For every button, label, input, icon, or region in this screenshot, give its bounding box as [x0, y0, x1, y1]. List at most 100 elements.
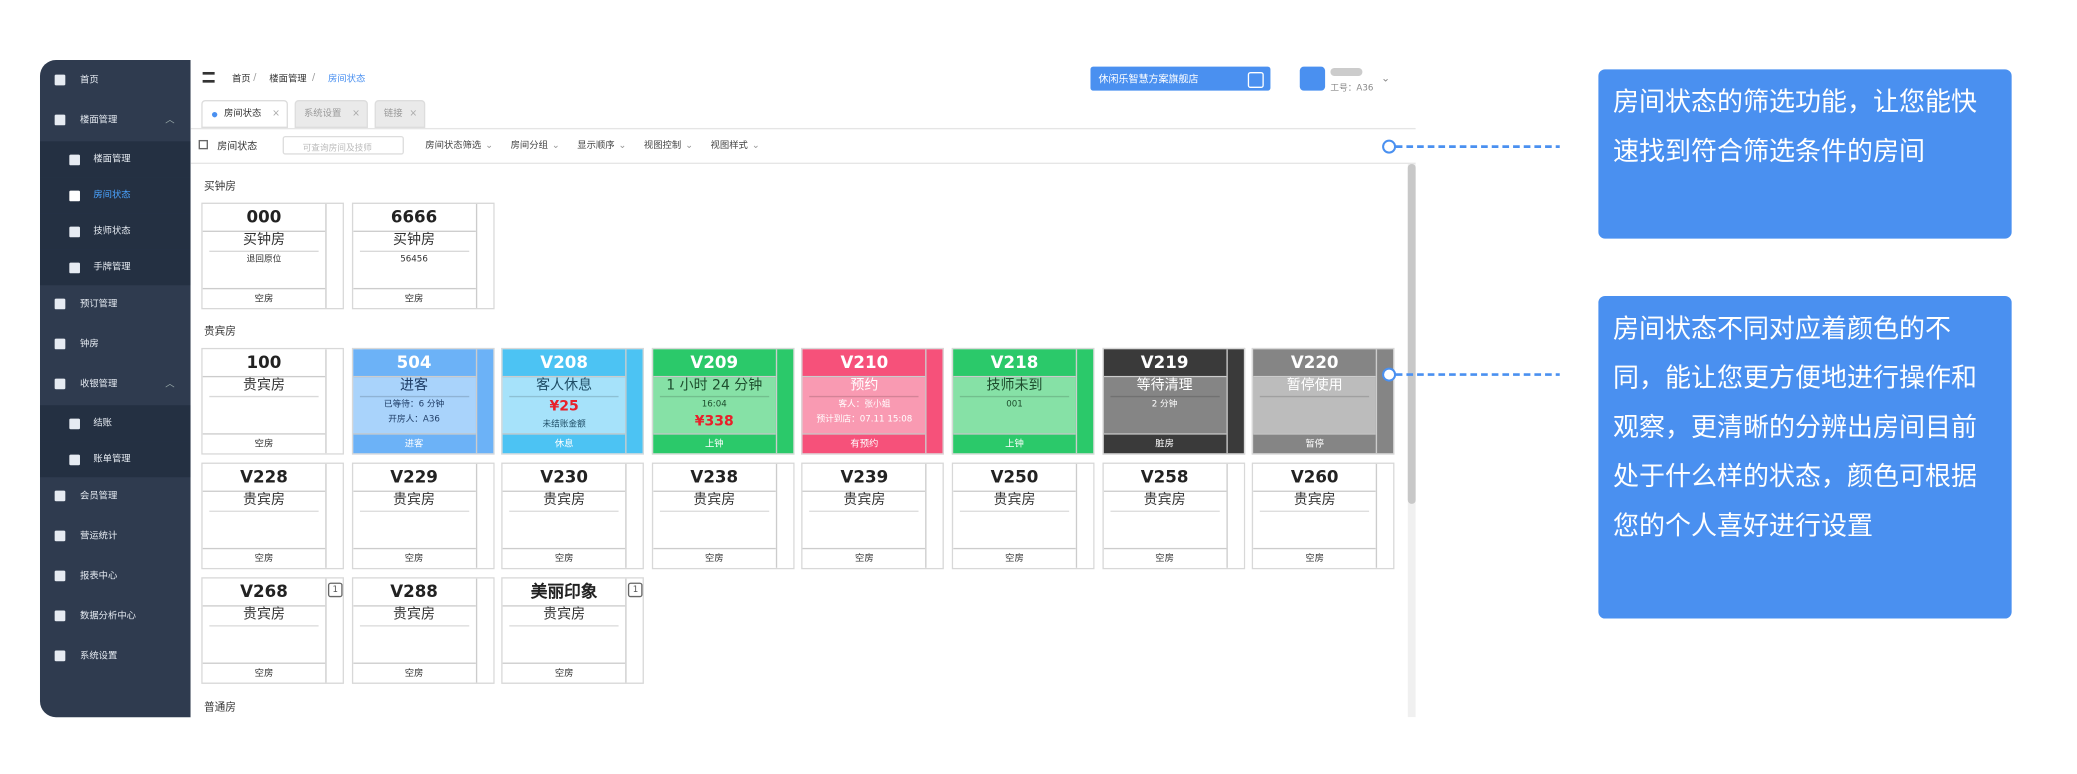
breadcrumb: 房间状态 — [327, 73, 366, 84]
breadcrumb[interactable]: 首页 — [231, 73, 251, 84]
room-card[interactable]: 100 贵宾房 空房 — [201, 347, 344, 455]
room-number: V210 — [803, 349, 926, 378]
room-card[interactable]: 504 进客 已等待：6 分钟 开房人：A36 进客 — [351, 347, 495, 455]
filter-menu[interactable]: 视图控制 ⌄ — [644, 139, 693, 152]
room-side — [925, 463, 944, 568]
room-body: 贵宾房 — [653, 491, 776, 550]
submenu-item[interactable]: 账单管理 — [39, 441, 191, 478]
menu-item[interactable]: 楼面管理 ︿ — [40, 104, 191, 136]
room-card[interactable]: V219 等待清理 2 分钟 脏房 — [1101, 347, 1245, 455]
room-line: 进客 — [359, 376, 469, 398]
menu-icon — [54, 114, 66, 126]
room-body: 买钟房 退回原位 — [203, 231, 326, 290]
menu-icon — [54, 650, 66, 662]
room-line: 贵宾房 — [209, 491, 319, 512]
filter-menu[interactable]: 房间状态筛选 ⌄ — [425, 139, 493, 152]
room-number: V258 — [1103, 463, 1226, 492]
room-badge: 1 — [628, 582, 643, 598]
submenu-item[interactable]: 技师状态 — [39, 213, 191, 250]
search-input[interactable]: 可查询房间及技师 — [282, 135, 404, 155]
room-side — [775, 349, 793, 454]
room-number: V218 — [953, 349, 1076, 378]
room-number: V219 — [1103, 349, 1226, 378]
room-line: 贵宾房 — [209, 376, 319, 398]
room-side — [1075, 463, 1094, 568]
tab-close[interactable]: × — [409, 107, 418, 119]
room-line: 贵宾房 — [1109, 491, 1220, 512]
room-body: 贵宾房 — [1103, 491, 1226, 550]
menu-item[interactable]: 会员管理 — [40, 480, 191, 512]
menu-item[interactable]: 营运统计 — [40, 520, 191, 552]
tab-close[interactable]: × — [272, 107, 280, 119]
room-card[interactable]: V239 贵宾房 空房 — [801, 462, 945, 570]
menu-icon — [54, 570, 66, 582]
tab[interactable]: 系统设置 × — [294, 99, 368, 128]
room-card[interactable]: 000 买钟房 退回原位 空房 — [201, 202, 344, 310]
room-body: 1 小时 24 分钟 16:04 ¥338 — [653, 376, 776, 435]
menu-icon — [54, 338, 66, 350]
room-card[interactable]: V228 贵宾房 空房 — [201, 462, 344, 570]
room-side — [325, 578, 343, 683]
room-body: 贵宾房 — [203, 491, 326, 550]
breadcrumb[interactable]: 楼面管理 — [269, 73, 307, 84]
chevron: ︿ — [165, 114, 175, 126]
room-status: 空房 — [803, 547, 926, 568]
user-dropdown[interactable]: ⌄ — [1381, 71, 1391, 84]
room-card[interactable]: V250 贵宾房 空房 — [951, 462, 1095, 570]
filter-menu[interactable]: 显示顺序 ⌄ — [577, 139, 626, 152]
room-card[interactable]: V210 预约 客人：张小姐 预计到店：07.11 15:08 有预约 — [801, 347, 945, 455]
submenu-item[interactable]: 手牌管理 — [39, 249, 191, 286]
room-card[interactable]: V230 贵宾房 空房 — [501, 462, 645, 570]
room-card[interactable]: V208 客人休息 ¥25 未结账金额 休息 — [501, 347, 645, 455]
tab[interactable]: 房间状态 × — [201, 99, 288, 128]
room-side — [475, 463, 493, 568]
menu-item[interactable]: 数据分析中心 — [40, 600, 191, 632]
room-line: 买钟房 — [209, 231, 319, 252]
room-number: 000 — [202, 203, 326, 232]
menu-item[interactable]: 预订管理 — [40, 288, 191, 320]
filter-menu[interactable]: 房间分组 ⌄ — [511, 139, 560, 152]
room-status: 上钟 — [652, 433, 776, 454]
room-card[interactable]: 美丽印象 贵宾房 空房 1 — [501, 577, 645, 684]
menu-item[interactable]: 钟房 — [40, 328, 191, 360]
tab[interactable]: 链接 × — [374, 99, 426, 128]
menu-item[interactable]: 系统设置 — [40, 640, 191, 672]
room-card[interactable]: V209 1 小时 24 分钟 16:04 ¥338 上钟 — [651, 347, 795, 455]
room-card[interactable]: V260 贵宾房 空房 — [1252, 462, 1395, 570]
room-card[interactable]: V288 贵宾房 空房 — [351, 577, 495, 684]
menu-item[interactable]: 收银管理 ︿ — [40, 368, 191, 400]
store-select[interactable]: 休闲乐智慧方案旗舰店 — [1090, 66, 1271, 91]
submenu-item[interactable]: 房间状态 — [39, 177, 191, 214]
menu-toggle[interactable] — [202, 71, 215, 83]
room-status: 空房 — [652, 547, 776, 568]
room-card[interactable]: V258 贵宾房 空房 — [1101, 462, 1245, 570]
tab-close[interactable]: × — [352, 107, 360, 119]
room-number: 504 — [352, 349, 476, 378]
room-line: 买钟房 — [359, 231, 469, 252]
menu-item[interactable]: 首页 — [40, 64, 191, 96]
menu-item[interactable]: 报表中心 — [40, 560, 191, 592]
room-card[interactable]: V218 技师未到 001 上钟 — [951, 347, 1095, 455]
room-body: 贵宾房 — [503, 491, 626, 550]
room-line: 贵宾房 — [959, 491, 1070, 512]
room-status: 空房 — [202, 662, 326, 683]
room-line: 001 — [1006, 398, 1023, 410]
room-card[interactable]: 6666 买钟房 56456 空房 — [351, 202, 495, 310]
submenu-item[interactable]: 结账 — [39, 405, 191, 442]
submenu-item[interactable]: 楼面管理 — [39, 141, 191, 178]
filter-menu[interactable]: 视图样式 ⌄ — [711, 139, 760, 152]
menu-label: 钟房 — [79, 338, 99, 350]
room-card[interactable]: V220 暂停使用 暂停 — [1252, 347, 1395, 455]
room-line: 预约 — [809, 376, 920, 398]
room-card[interactable]: V229 贵宾房 空房 — [351, 462, 495, 570]
menu-label: 房间状态 — [93, 189, 131, 200]
menu-label: 系统设置 — [79, 650, 118, 662]
menu-label: 账单管理 — [93, 453, 131, 464]
room-card[interactable]: V268 贵宾房 空房 1 — [201, 577, 344, 684]
avatar[interactable] — [1299, 66, 1326, 91]
room-card[interactable]: V238 贵宾房 空房 — [651, 462, 795, 570]
menu-label: 结账 — [93, 417, 112, 428]
room-number: 6666 — [352, 203, 476, 232]
